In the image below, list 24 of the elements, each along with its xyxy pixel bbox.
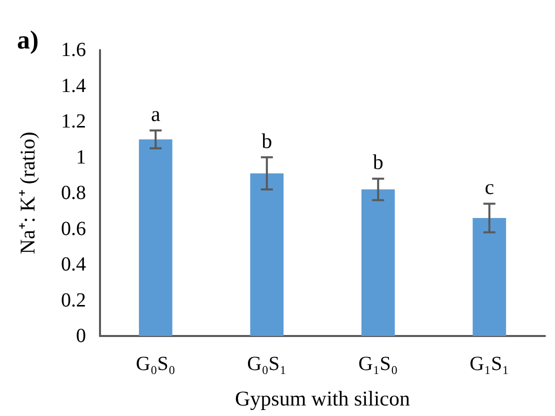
annotation: b (372, 150, 384, 174)
bar (361, 189, 395, 336)
y-tick-label: 1 (76, 146, 86, 168)
bar (138, 139, 172, 336)
y-tick-label: 0.2 (61, 289, 86, 312)
y-tick-label: 1.6 (61, 39, 86, 61)
x-tick-label: G₁S₀ (358, 353, 398, 375)
annotation: c (484, 175, 494, 200)
bar (250, 173, 284, 336)
y-tick-label: 0 (76, 325, 86, 347)
y-axis-title: Na⁺: K⁺ (ratio) (16, 132, 40, 254)
y-tick-label: 0.6 (61, 218, 86, 240)
annotation: a (150, 102, 161, 126)
annotation: b (262, 128, 272, 153)
text: a) (17, 26, 39, 54)
y-tick-label: 0.8 (61, 182, 86, 204)
x-tick-label: G₀S₀ (136, 353, 176, 375)
y-tick-label: 1.4 (61, 74, 86, 97)
bar (472, 218, 506, 336)
x-tick-label: G₁S₁ (470, 353, 510, 375)
y-tick-label: 0.4 (61, 254, 86, 276)
x-tick-label: G₀S₁ (247, 353, 287, 375)
x-axis-title: Gypsum with silicon (234, 386, 410, 410)
y-tick-label: 1.2 (61, 110, 86, 132)
